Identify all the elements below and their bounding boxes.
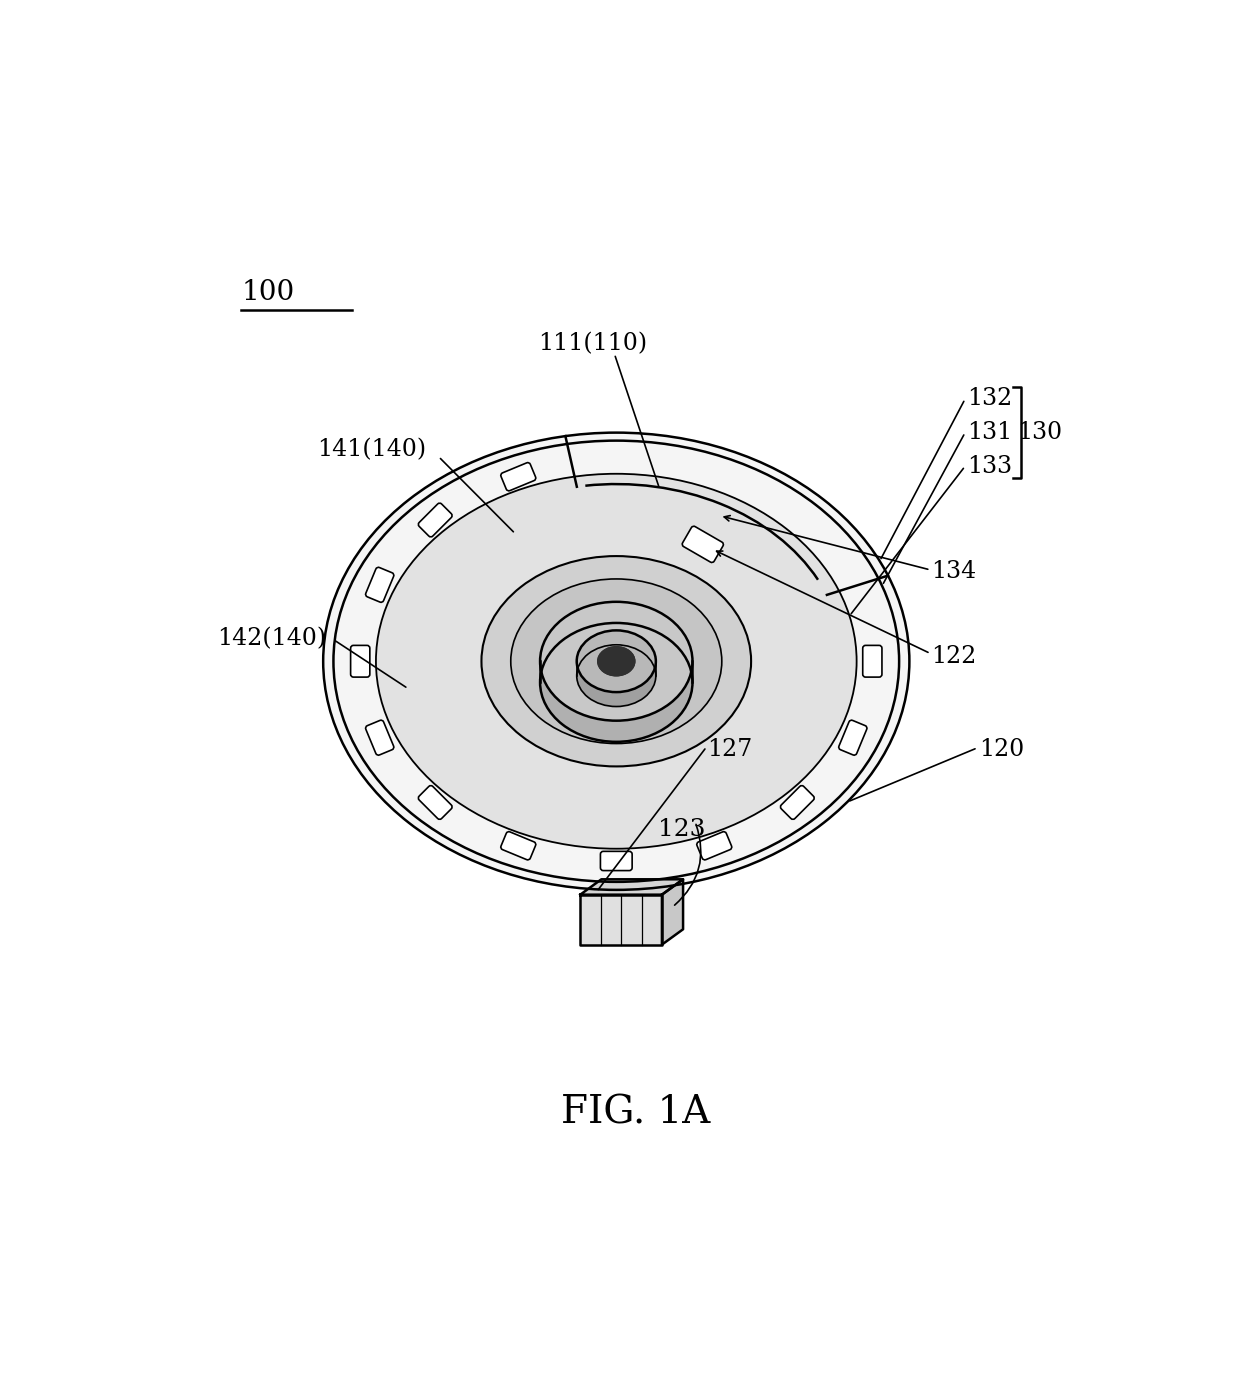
Text: 142(140): 142(140): [217, 627, 326, 651]
Ellipse shape: [577, 630, 656, 692]
Text: 133: 133: [967, 454, 1012, 477]
FancyBboxPatch shape: [501, 462, 536, 491]
FancyBboxPatch shape: [600, 852, 632, 871]
FancyBboxPatch shape: [780, 786, 815, 820]
FancyBboxPatch shape: [366, 567, 394, 603]
Ellipse shape: [598, 647, 635, 676]
Polygon shape: [662, 879, 683, 945]
Text: FIG. 1A: FIG. 1A: [560, 1094, 711, 1131]
FancyBboxPatch shape: [682, 526, 723, 563]
Text: 127: 127: [708, 738, 753, 761]
Text: 111(110): 111(110): [538, 333, 647, 355]
Text: 130: 130: [1017, 421, 1063, 444]
FancyBboxPatch shape: [351, 645, 370, 677]
FancyBboxPatch shape: [838, 720, 867, 755]
FancyBboxPatch shape: [501, 831, 536, 860]
Text: 120: 120: [980, 738, 1024, 761]
Polygon shape: [580, 879, 683, 894]
Text: 132: 132: [967, 388, 1012, 410]
Text: 123: 123: [658, 817, 706, 841]
Ellipse shape: [376, 473, 857, 849]
FancyBboxPatch shape: [863, 645, 882, 677]
Text: 134: 134: [931, 560, 977, 583]
FancyBboxPatch shape: [697, 831, 732, 860]
Ellipse shape: [324, 432, 909, 890]
FancyBboxPatch shape: [418, 504, 453, 537]
Ellipse shape: [577, 645, 656, 706]
Text: 100: 100: [242, 279, 295, 305]
FancyBboxPatch shape: [418, 786, 453, 820]
Text: 122: 122: [931, 645, 977, 667]
Ellipse shape: [541, 623, 692, 742]
Ellipse shape: [541, 601, 692, 721]
Text: 141(140): 141(140): [316, 439, 425, 461]
Text: 131: 131: [967, 421, 1012, 444]
Polygon shape: [580, 894, 662, 945]
Ellipse shape: [598, 647, 635, 676]
Ellipse shape: [481, 556, 751, 766]
Ellipse shape: [511, 579, 722, 743]
FancyBboxPatch shape: [366, 720, 394, 755]
